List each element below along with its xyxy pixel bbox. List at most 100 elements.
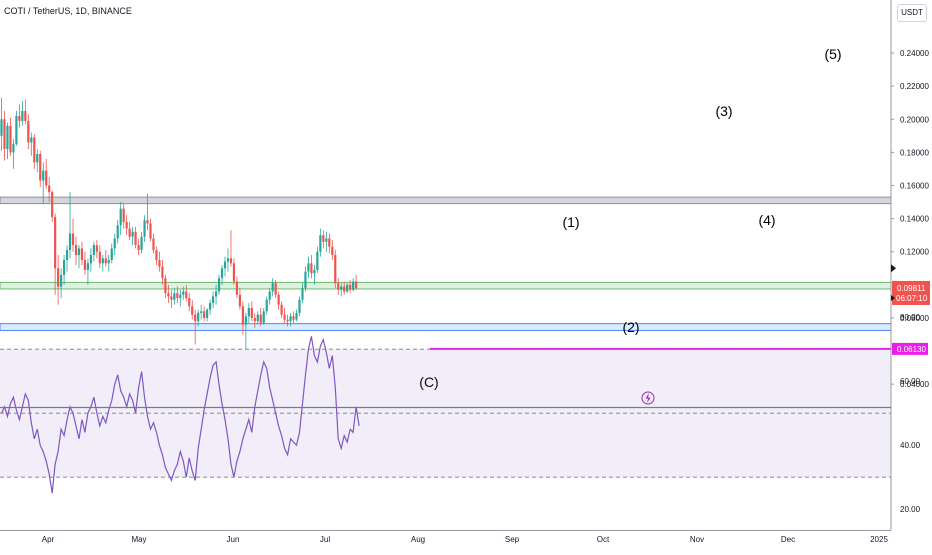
candle	[158, 251, 161, 272]
candle	[131, 226, 134, 246]
candle-body	[143, 220, 146, 237]
candle-body	[95, 245, 98, 252]
candle-body	[217, 278, 221, 292]
zones-layer	[0, 196, 892, 331]
candle-body	[203, 311, 206, 318]
candle	[203, 306, 206, 322]
time-tick-label: May	[131, 535, 146, 544]
candle-body	[223, 261, 227, 269]
candle-body	[286, 319, 289, 322]
candle	[9, 117, 12, 156]
candle-body	[247, 308, 250, 317]
candle-body	[158, 259, 161, 267]
wave-label: (C)	[419, 374, 438, 390]
candle	[182, 286, 185, 300]
candle	[128, 221, 131, 241]
last-price-label: 0.09811	[897, 284, 926, 293]
candle-body	[340, 286, 343, 290]
candle-body	[21, 110, 24, 121]
candle	[62, 255, 66, 285]
candle	[352, 278, 355, 292]
candle-body	[280, 304, 283, 315]
candle	[283, 308, 286, 323]
candle-body	[331, 246, 334, 256]
candle-body	[319, 235, 322, 252]
candle-body	[131, 231, 134, 237]
candle-body	[179, 294, 182, 299]
candle	[0, 97, 3, 151]
candle-body	[167, 293, 170, 297]
candle-body	[346, 284, 349, 292]
price-tick-label: 0.16000	[900, 181, 929, 190]
candle-body	[30, 137, 33, 143]
price-tick-label: 0.12000	[900, 248, 929, 257]
candle-body	[250, 308, 253, 318]
candle	[24, 99, 27, 125]
candle	[295, 309, 298, 322]
candle	[179, 289, 182, 307]
candle-body	[12, 144, 15, 153]
candle	[86, 258, 90, 285]
candle-body	[161, 266, 164, 279]
candle	[277, 291, 280, 310]
currency-selector[interactable]: USDT	[897, 4, 927, 22]
candle-body	[355, 281, 358, 289]
candle	[51, 190, 54, 222]
candle-body	[292, 316, 295, 320]
candle	[80, 241, 84, 265]
candle-body	[301, 288, 304, 300]
candle-body	[0, 119, 3, 136]
price-tick-label: 0.18000	[900, 148, 929, 157]
candle-body	[289, 316, 292, 322]
candle	[173, 288, 176, 305]
candle	[274, 279, 277, 299]
candle-body	[185, 291, 188, 299]
candle	[325, 231, 328, 252]
price-marker-arrow	[891, 294, 895, 301]
candle-body	[307, 263, 310, 272]
candle-body	[295, 312, 298, 320]
candle-body	[113, 238, 116, 249]
candle-body	[274, 283, 277, 295]
candle	[343, 281, 346, 295]
candle-body	[209, 303, 212, 310]
candle	[316, 246, 319, 274]
candle	[197, 309, 200, 327]
candle	[319, 228, 322, 257]
candle	[191, 299, 194, 320]
candle	[48, 177, 51, 203]
candle	[292, 311, 295, 323]
candle	[268, 288, 271, 305]
rsi-tick-label: 20.00	[900, 505, 921, 514]
candle-body	[15, 115, 18, 145]
candle-body	[89, 255, 92, 264]
candle	[259, 308, 262, 327]
candle	[104, 250, 107, 267]
time-tick-label: Oct	[597, 535, 610, 544]
symbol-title: COTI / TetherUS, 1D, BINANCE	[4, 6, 132, 16]
price-tick-label: 0.14000	[900, 215, 929, 224]
candle	[355, 274, 358, 290]
candle	[349, 279, 352, 294]
lightning-glyph	[645, 393, 651, 403]
candle	[247, 303, 250, 323]
candle	[134, 226, 137, 249]
candle	[265, 296, 268, 315]
candle	[301, 283, 304, 304]
candle-body	[36, 154, 39, 163]
candle	[65, 245, 69, 272]
candle	[54, 213, 57, 295]
candle	[167, 284, 170, 304]
candle	[313, 264, 316, 285]
candle-body	[256, 314, 259, 322]
wave-label: (1)	[562, 214, 579, 230]
zone-support-blue	[0, 323, 892, 331]
candle-body	[140, 236, 143, 251]
candle	[107, 255, 110, 272]
candle-body	[253, 317, 256, 322]
candle-body	[262, 311, 265, 323]
candle	[337, 278, 340, 295]
candle	[280, 301, 283, 318]
